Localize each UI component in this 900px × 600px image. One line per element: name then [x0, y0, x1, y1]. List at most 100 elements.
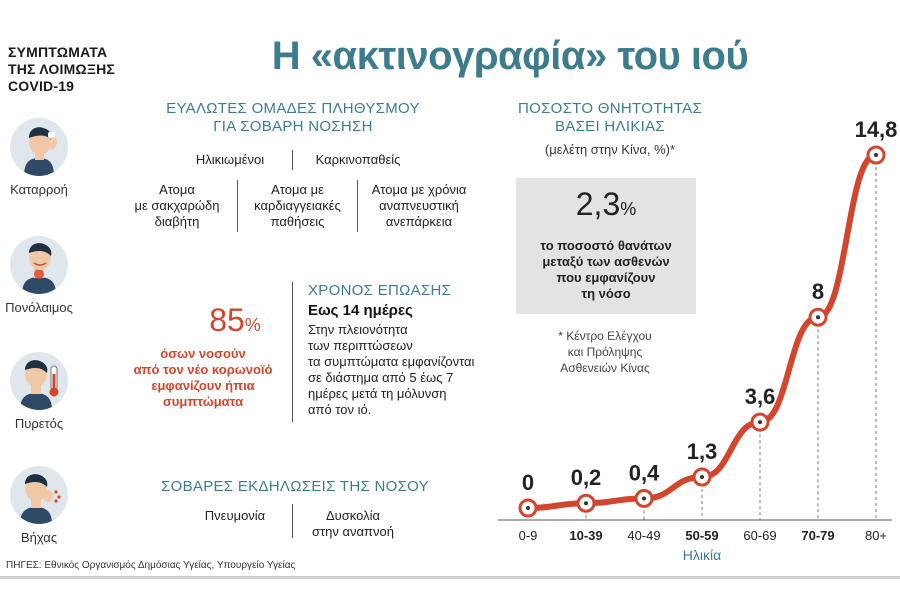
incubation-highlight: Εως 14 ημέρες [308, 302, 413, 319]
footnote-line: * Κέντρο Ελέγχου [558, 329, 652, 343]
incubation-line: ημέρες μετά τη μόλυνση [308, 386, 447, 401]
group-line: καρδιαγγειακές [254, 198, 341, 213]
mild-text: όσων νοσούν από τον νέο κορωνοϊό εμφανίζ… [118, 346, 288, 410]
data-point-center [642, 496, 646, 501]
x-tick-label: 50-59 [685, 528, 718, 543]
cough-icon [10, 466, 68, 524]
mild-unit: % [244, 315, 261, 335]
mild-text-line: από τον νέο κορωνοϊό [133, 362, 273, 377]
data-label: 0,2 [571, 465, 602, 490]
fever-thermometer-icon [10, 352, 68, 410]
incubation-title: ΧΡΟΝΟΣ ΕΠΩΑΣΗΣ [308, 282, 452, 299]
severe-line: στην αναπνοή [312, 524, 394, 539]
data-point-center [526, 506, 530, 510]
symptom-label: Βήχας [20, 530, 58, 545]
severe-breathing: Δυσκολία στην αναπνοή [298, 508, 408, 540]
data-label: 1,3 [687, 439, 718, 464]
mild-text-line: συμπτώματα [162, 394, 244, 409]
mortality-box [516, 178, 696, 314]
x-tick-label: 40-49 [627, 528, 660, 543]
group-line: Ατομα με [271, 182, 324, 197]
mortality-number: 2,3 [575, 186, 621, 222]
group-line: Ατομα με χρόνια [371, 182, 467, 197]
group-line: ανεπάρκεια [385, 214, 453, 229]
chart-subtitle: (μελέτη στην Κίνα, %)* [544, 142, 676, 157]
bottom-rule [0, 576, 900, 579]
data-label: 8 [812, 279, 824, 304]
group-line: παθήσεις [270, 214, 325, 229]
vulnerable-title-line: ΓΙΑ ΣΟΒΑΡΗ ΝΟΣΗΣΗ [213, 118, 373, 135]
group-line: Ατομα [159, 182, 195, 197]
x-tick-label: 60-69 [743, 528, 776, 543]
divider [292, 150, 293, 170]
source-note: ΠΗΓΕΣ: Εθνικός Οργανισμός Δημόσιας Υγεία… [6, 560, 296, 571]
symptoms-heading-line: ΣΥΜΠΤΩΜΑΤΑ [8, 44, 108, 60]
mortality-text-line: μεταξύ των ασθενών [542, 254, 670, 269]
chart-title-line: ΠΟΣΟΣΤΟ ΘΝΗΤΟΤΗΤΑΣ [517, 100, 703, 117]
x-tick-label: 70-79 [801, 528, 834, 543]
data-point-center [816, 315, 820, 320]
divider [237, 180, 238, 232]
data-point-center [700, 474, 704, 479]
incubation-text: Στην πλειονότητα των περιπτώσεων τα συμπ… [308, 322, 498, 418]
mild-percentage: 85% [180, 302, 290, 339]
mild-value: 85 [209, 302, 245, 338]
x-axis-label: Ηλικία [683, 547, 721, 563]
chart-title: ΠΟΣΟΣΤΟ ΘΝΗΤΟΤΗΤΑΣ ΒΑΣΕΙ ΗΛΙΚΙΑΣ [500, 100, 720, 136]
mortality-text: το ποσοστό θανάτων μεταξύ των ασθενών πο… [516, 238, 696, 302]
severe-pneumonia: Πνευμονία [204, 508, 266, 523]
footnote: * Κέντρο Ελέγχου και Πρόληψης Ασθενειών … [520, 328, 690, 376]
sore-throat-icon [10, 236, 68, 294]
mortality-text-line: που εμφανίζουν [556, 270, 656, 285]
mild-text-line: όσων νοσούν [160, 346, 246, 361]
divider [292, 282, 293, 422]
group-cardio: Ατομα με καρδιαγγειακές παθήσεις [240, 182, 355, 230]
runny-nose-icon [10, 118, 68, 176]
page-title: Η «ακτινογραφία» του ιού [271, 34, 749, 78]
symptoms-heading-line: ΤΗΣ ΛΟΙΜΩΞΗΣ [8, 61, 115, 77]
mortality-unit: % [620, 199, 637, 219]
symptom-label: Πυρετός [14, 416, 64, 431]
series-line [525, 152, 879, 511]
group-line: διαβήτη [154, 214, 200, 229]
symptoms-heading: ΣΥΜΠΤΩΜΑΤΑ ΤΗΣ ΛΟΙΜΩΞΗΣ COVID-19 [8, 44, 138, 95]
mortality-line-chart: 0 0,2 0,4 1,3 3,6 8 14,8 0-9 10-39 40-49 50-59 60-6… [498, 117, 898, 563]
group-line: αναπνευστική [379, 198, 459, 213]
chart-title-line: ΒΑΣΕΙ ΗΛΙΚΙΑΣ [555, 118, 665, 135]
data-label: 0 [522, 470, 534, 495]
data-point-center [584, 501, 588, 506]
vulnerable-title: ΕΥΑΛΩΤΕΣ ΟΜΑΔΕΣ ΠΛΗΘΥΣΜΟΥ ΓΙΑ ΣΟΒΑΡΗ ΝΟΣ… [128, 100, 458, 136]
x-tick-label: 80+ [865, 528, 887, 543]
divider [292, 504, 293, 538]
group-elderly: Ηλικιωμένοι [195, 152, 265, 167]
x-tick-label: 0-9 [519, 528, 538, 543]
incubation-line: Στην πλειονότητα [308, 322, 408, 337]
group-line: με σακχαρώδη [134, 198, 220, 213]
mortality-text-line: το ποσοστό θανάτων [540, 238, 672, 253]
footnote-line: Ασθενειών Κίνας [560, 361, 650, 375]
mortality-value: 2,3% [516, 186, 696, 223]
incubation-line: από τον ιό. [308, 402, 372, 417]
data-label: 0,4 [629, 460, 660, 485]
incubation-line: τα συμπτώματα εμφανίζονται [308, 354, 475, 369]
group-respiratory: Ατομα με χρόνια αναπνευστική ανεπάρκεια [360, 182, 478, 230]
footnote-line: και Πρόληψης [567, 345, 643, 359]
symptoms-heading-line: COVID-19 [8, 78, 75, 94]
symptom-label: Πονόλαιμος [5, 300, 73, 315]
mortality-text-line: τη νόσο [581, 286, 631, 301]
group-diabetes: Ατομα με σακχαρώδη διαβήτη [118, 182, 236, 230]
severe-line: Δυσκολία [325, 508, 381, 523]
symptom-label: Καταρροή [10, 182, 68, 197]
severe-title: ΣΟΒΑΡΕΣ ΕΚΔΗΛΩΣΕΙΣ ΤΗΣ ΝΟΣΟΥ [161, 478, 429, 495]
x-tick-label: 10-39 [569, 528, 602, 543]
vulnerable-title-line: ΕΥΑΛΩΤΕΣ ΟΜΑΔΕΣ ΠΛΗΘΥΣΜΟΥ [166, 100, 420, 117]
incubation-line: σε διάστημα από 5 έως 7 [308, 370, 454, 385]
data-point-center [874, 153, 878, 157]
group-cancer: Καρκινοπαθείς [315, 152, 401, 167]
incubation-line: των περιπτώσεων [308, 338, 413, 353]
data-label: 3,6 [745, 384, 776, 409]
data-label: 14,8 [855, 117, 898, 142]
divider [357, 180, 358, 232]
data-point-center [758, 420, 762, 425]
